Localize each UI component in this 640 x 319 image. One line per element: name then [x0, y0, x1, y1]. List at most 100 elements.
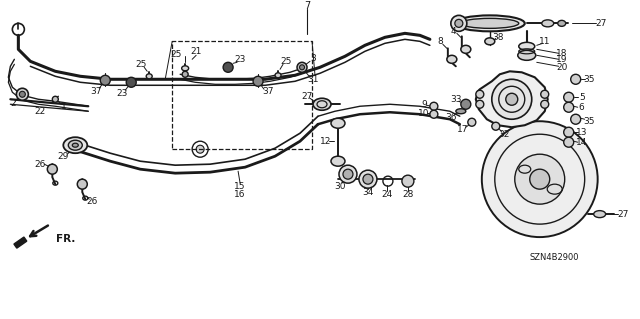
- Circle shape: [19, 91, 26, 97]
- Text: 38: 38: [492, 33, 504, 42]
- Ellipse shape: [518, 50, 536, 60]
- Text: 20: 20: [556, 63, 568, 72]
- Text: 3: 3: [310, 54, 316, 63]
- Text: 25: 25: [170, 50, 182, 59]
- Text: 12: 12: [320, 137, 332, 146]
- Polygon shape: [476, 71, 548, 127]
- Ellipse shape: [461, 19, 519, 28]
- Circle shape: [571, 114, 580, 124]
- Text: 25: 25: [136, 60, 147, 69]
- Text: 37: 37: [90, 87, 102, 96]
- Ellipse shape: [519, 42, 535, 50]
- Text: 2: 2: [10, 99, 16, 108]
- Ellipse shape: [63, 137, 87, 153]
- Text: 1: 1: [61, 102, 67, 111]
- Ellipse shape: [72, 143, 78, 147]
- Circle shape: [564, 137, 573, 147]
- Text: 7: 7: [304, 1, 310, 11]
- Circle shape: [253, 76, 263, 86]
- Text: 23: 23: [234, 55, 246, 64]
- Text: 27: 27: [595, 19, 606, 28]
- Circle shape: [430, 102, 438, 110]
- Circle shape: [339, 165, 357, 183]
- Text: 13: 13: [576, 128, 588, 137]
- Text: 14: 14: [576, 138, 588, 147]
- Circle shape: [402, 175, 414, 187]
- Text: 24: 24: [381, 190, 392, 199]
- Text: 21: 21: [191, 47, 202, 56]
- Circle shape: [47, 164, 58, 174]
- Circle shape: [52, 96, 58, 102]
- Text: 4: 4: [451, 27, 457, 36]
- Ellipse shape: [146, 74, 152, 79]
- Text: 26: 26: [35, 160, 46, 169]
- Ellipse shape: [313, 98, 331, 110]
- Circle shape: [363, 174, 373, 184]
- Circle shape: [564, 102, 573, 112]
- Circle shape: [564, 127, 573, 137]
- Circle shape: [100, 75, 110, 85]
- Text: FR.: FR.: [56, 234, 76, 244]
- Circle shape: [530, 169, 550, 189]
- Circle shape: [492, 122, 500, 130]
- Circle shape: [455, 19, 463, 27]
- Ellipse shape: [594, 211, 605, 218]
- Ellipse shape: [68, 140, 83, 150]
- Text: 34: 34: [362, 188, 374, 197]
- Text: 11: 11: [539, 37, 550, 46]
- Circle shape: [476, 100, 484, 108]
- Text: 23: 23: [116, 89, 128, 98]
- Text: 9: 9: [421, 100, 427, 109]
- Text: 33: 33: [450, 95, 461, 104]
- Text: 27: 27: [617, 210, 628, 219]
- Ellipse shape: [182, 66, 189, 71]
- Circle shape: [430, 110, 438, 118]
- Text: 15: 15: [234, 182, 246, 191]
- Circle shape: [541, 90, 548, 98]
- Text: 30: 30: [334, 182, 346, 191]
- Ellipse shape: [331, 118, 345, 128]
- Text: 26: 26: [86, 197, 98, 206]
- Ellipse shape: [447, 55, 457, 63]
- Circle shape: [451, 15, 467, 31]
- Circle shape: [506, 93, 518, 105]
- Circle shape: [343, 169, 353, 179]
- Text: 27: 27: [301, 92, 313, 101]
- Circle shape: [359, 170, 377, 188]
- Text: 17: 17: [457, 125, 468, 134]
- Text: 35: 35: [583, 117, 595, 126]
- Text: 8: 8: [437, 37, 443, 46]
- Text: 18: 18: [556, 49, 568, 58]
- Circle shape: [300, 65, 305, 70]
- Ellipse shape: [456, 109, 466, 114]
- Circle shape: [541, 100, 548, 108]
- Text: 6: 6: [579, 103, 584, 112]
- Circle shape: [571, 74, 580, 84]
- Circle shape: [77, 179, 87, 189]
- Text: 5: 5: [579, 93, 584, 102]
- Text: 22: 22: [35, 107, 46, 116]
- Ellipse shape: [275, 73, 281, 78]
- Ellipse shape: [461, 45, 471, 53]
- Circle shape: [126, 77, 136, 87]
- Text: 31: 31: [307, 75, 319, 84]
- Ellipse shape: [541, 20, 554, 27]
- Text: 28: 28: [402, 190, 413, 199]
- Ellipse shape: [455, 15, 525, 31]
- Circle shape: [476, 90, 484, 98]
- Circle shape: [461, 99, 471, 109]
- Text: 35: 35: [583, 75, 595, 84]
- Text: SZN4B2900: SZN4B2900: [530, 253, 579, 262]
- Circle shape: [515, 154, 564, 204]
- Circle shape: [182, 71, 188, 77]
- Text: 29: 29: [58, 152, 69, 161]
- Circle shape: [223, 62, 233, 72]
- Ellipse shape: [557, 20, 566, 26]
- Circle shape: [564, 92, 573, 102]
- Ellipse shape: [485, 38, 495, 45]
- Text: 25: 25: [280, 57, 292, 66]
- FancyArrow shape: [14, 237, 27, 248]
- Circle shape: [482, 121, 598, 237]
- Text: 36: 36: [445, 113, 456, 122]
- Text: 10: 10: [418, 109, 429, 118]
